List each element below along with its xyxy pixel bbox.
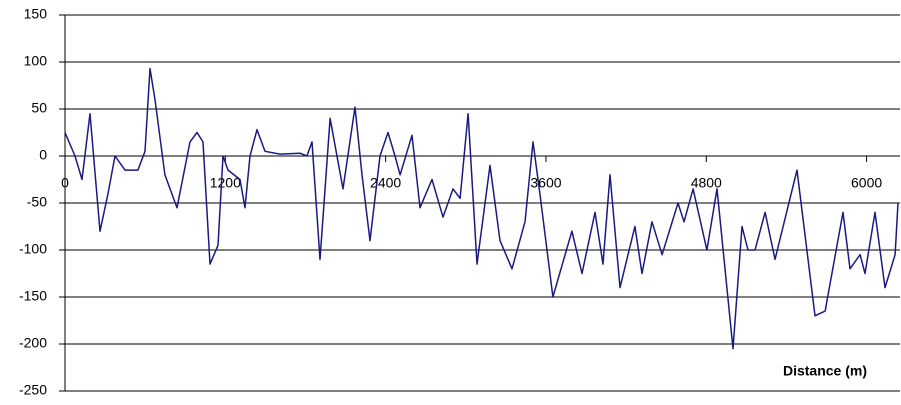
x-tick-label: 3600 bbox=[530, 175, 561, 191]
y-tick-label: 50 bbox=[31, 100, 47, 116]
y-tick-label: -100 bbox=[19, 241, 47, 257]
y-tick-label: 100 bbox=[24, 53, 48, 69]
y-tick-label: 0 bbox=[39, 147, 47, 163]
x-tick-label: 1200 bbox=[210, 175, 241, 191]
y-tick-label: -200 bbox=[19, 335, 47, 351]
x-tick-label: 2400 bbox=[370, 175, 401, 191]
data-line bbox=[64, 67, 899, 350]
y-tick-label: -50 bbox=[27, 194, 47, 210]
y-tick-label: -150 bbox=[19, 288, 47, 304]
x-axis-title: Distance (m) bbox=[783, 363, 867, 379]
x-tick-label: 4800 bbox=[691, 175, 722, 191]
x-tick-label: 0 bbox=[61, 175, 69, 191]
x-tick-label: 6000 bbox=[851, 175, 882, 191]
y-tick-label: -250 bbox=[19, 382, 47, 398]
y-tick-label: 150 bbox=[24, 6, 48, 22]
